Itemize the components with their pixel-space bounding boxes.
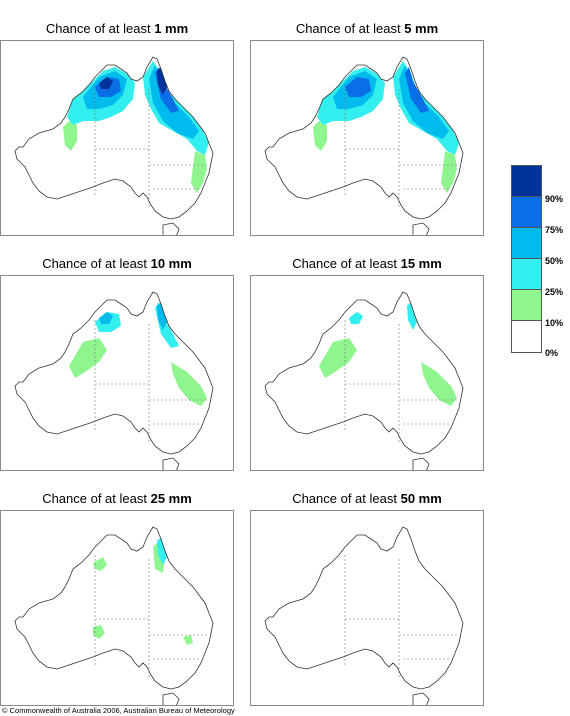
- australia-map: [250, 40, 484, 236]
- australia-map: [250, 275, 484, 471]
- australia-coastline: [14, 291, 214, 455]
- probability-region: [93, 557, 107, 571]
- probability-region: [345, 77, 371, 97]
- australia-map-svg: [14, 56, 214, 235]
- legend-label-25: 25%: [545, 287, 564, 297]
- legend-label-75: 75%: [545, 225, 564, 235]
- australia-coastline: [14, 526, 214, 690]
- legend-swatch-0: [512, 321, 541, 352]
- panel-title-amount: 25 mm: [150, 491, 192, 506]
- probability-region: [63, 121, 77, 151]
- legend-label-0: 0%: [545, 348, 559, 358]
- australia-map: [0, 510, 234, 706]
- australia-map-svg: [264, 291, 464, 470]
- panel-title: Chance of at least 15 mm: [250, 255, 484, 273]
- tasmania-coastline: [412, 222, 430, 235]
- probability-region: [99, 312, 113, 324]
- australia-coastline: [264, 56, 464, 220]
- legend-label-90: 90%: [545, 194, 564, 204]
- panel-title-amount: 15 mm: [400, 256, 442, 271]
- australia-map: [0, 275, 234, 471]
- probability-region: [407, 302, 417, 330]
- australia-map-svg: [14, 526, 214, 705]
- panel-title: Chance of at least 5 mm: [250, 20, 484, 38]
- probability-region: [191, 151, 207, 193]
- probability-region: [349, 312, 363, 324]
- australia-coastline: [264, 291, 464, 455]
- tasmania-coastline: [412, 457, 430, 470]
- panel-title-prefix: Chance of at least: [42, 491, 151, 506]
- legend-color-bar: [511, 165, 542, 353]
- probability-region: [421, 362, 457, 406]
- probability-region: [93, 625, 105, 639]
- probability-region: [171, 362, 207, 406]
- probability-region: [157, 302, 167, 330]
- panel-title-prefix: Chance of at least: [292, 256, 401, 271]
- australia-coastline: [14, 56, 214, 220]
- panel-title-prefix: Chance of at least: [42, 256, 151, 271]
- panel-title-amount: 1 mm: [154, 21, 189, 36]
- tasmania-coastline: [162, 692, 180, 705]
- legend-label-10: 10%: [545, 318, 564, 328]
- probability-region: [157, 537, 167, 565]
- panel-title-amount: 5 mm: [404, 21, 439, 36]
- probability-legend: 90% 75% 50% 25% 10% 0%: [511, 165, 570, 360]
- probability-region: [405, 67, 429, 113]
- panel-title-prefix: Chance of at least: [292, 491, 401, 506]
- australia-map-svg: [14, 291, 214, 470]
- panel-title: Chance of at least 25 mm: [0, 490, 234, 508]
- tasmania-coastline: [162, 222, 180, 235]
- probability-region: [157, 67, 167, 95]
- legend-swatch-75: [512, 197, 541, 228]
- australia-map: [0, 40, 234, 236]
- australia-map-svg: [264, 56, 464, 235]
- panel-title-amount: 10 mm: [150, 256, 192, 271]
- copyright-notice: © Commonwealth of Australia 2006, Austra…: [2, 706, 235, 715]
- australia-coastline: [264, 526, 464, 690]
- panel-title: Chance of at least 50 mm: [250, 490, 484, 508]
- panel-title: Chance of at least 1 mm: [0, 20, 234, 38]
- legend-swatch-90: [512, 166, 541, 197]
- tasmania-coastline: [412, 692, 430, 705]
- probability-region: [313, 121, 327, 151]
- probability-region: [183, 635, 193, 645]
- panel-title-amount: 50 mm: [400, 491, 442, 506]
- probability-region: [319, 338, 357, 378]
- probability-region: [99, 77, 113, 89]
- panel-title-prefix: Chance of at least: [295, 21, 405, 36]
- legend-label-50: 50%: [545, 256, 564, 266]
- tasmania-coastline: [162, 457, 180, 470]
- legend-swatch-50: [512, 228, 541, 259]
- australia-map: [250, 510, 484, 706]
- probability-region: [441, 151, 457, 193]
- legend-swatch-25: [512, 259, 541, 290]
- legend-swatch-10: [512, 290, 541, 321]
- panel-title-prefix: Chance of at least: [45, 21, 155, 36]
- panel-title: Chance of at least 10 mm: [0, 255, 234, 273]
- australia-map-svg: [264, 526, 464, 705]
- probability-region: [69, 338, 107, 378]
